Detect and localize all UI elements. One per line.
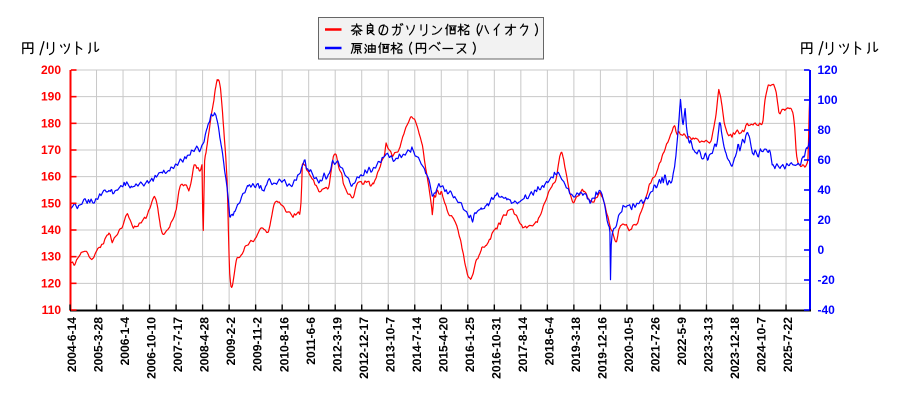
svg-text:60: 60	[818, 153, 832, 167]
svg-text:110: 110	[42, 303, 62, 317]
svg-text:2004-6-14: 2004-6-14	[65, 317, 79, 372]
svg-text:2025-7-22: 2025-7-22	[781, 317, 795, 372]
svg-text:2010-8-16: 2010-8-16	[277, 317, 291, 372]
svg-text:180: 180	[41, 116, 61, 130]
svg-text:2008-4-28: 2008-4-28	[198, 317, 212, 372]
svg-text:140: 140	[41, 223, 61, 237]
svg-text:2019-12-16: 2019-12-16	[596, 317, 610, 379]
svg-text:2016-10-31: 2016-10-31	[489, 317, 503, 379]
svg-text:2022-5-9: 2022-5-9	[675, 317, 689, 366]
svg-text:2018-6-4: 2018-6-4	[542, 317, 556, 366]
svg-text:2016-1-25: 2016-1-25	[463, 317, 477, 372]
svg-text:2020-10-5: 2020-10-5	[622, 317, 636, 372]
svg-text:40: 40	[818, 183, 832, 197]
svg-text:2023-12-18: 2023-12-18	[728, 317, 742, 379]
svg-text:130: 130	[41, 250, 61, 264]
svg-text:2024-10-7: 2024-10-7	[755, 317, 769, 372]
svg-text:-40: -40	[818, 303, 836, 317]
svg-text:2012-3-19: 2012-3-19	[330, 317, 344, 372]
svg-text:100: 100	[818, 93, 838, 107]
svg-text:2012-12-17: 2012-12-17	[357, 317, 371, 379]
svg-text:2013-10-7: 2013-10-7	[383, 317, 397, 372]
svg-text:120: 120	[818, 63, 838, 77]
svg-text:2011-6-6: 2011-6-6	[304, 317, 318, 365]
svg-text:-20: -20	[818, 273, 836, 287]
svg-text:170: 170	[41, 143, 61, 157]
svg-text:2023-3-13: 2023-3-13	[702, 317, 716, 372]
svg-text:120: 120	[41, 276, 61, 290]
svg-text:80: 80	[818, 123, 832, 137]
svg-text:2009-2-2: 2009-2-2	[224, 317, 238, 366]
svg-text:150: 150	[41, 196, 61, 210]
svg-text:2006-10-10: 2006-10-10	[145, 317, 159, 379]
svg-text:2015-4-20: 2015-4-20	[436, 317, 450, 372]
svg-text:2006-1-4: 2006-1-4	[118, 317, 132, 366]
svg-text:200: 200	[41, 63, 61, 77]
svg-text:2007-7-17: 2007-7-17	[171, 317, 185, 372]
svg-text:2005-3-28: 2005-3-28	[92, 317, 106, 372]
svg-text:2014-7-14: 2014-7-14	[410, 317, 424, 372]
svg-text:2017-8-14: 2017-8-14	[516, 317, 530, 372]
svg-text:190: 190	[41, 90, 61, 104]
svg-text:160: 160	[41, 170, 61, 184]
svg-text:20: 20	[818, 213, 832, 227]
svg-text:2009-11-2: 2009-11-2	[251, 317, 265, 372]
svg-text:2019-3-18: 2019-3-18	[569, 317, 583, 372]
svg-text:0: 0	[818, 243, 825, 257]
svg-text:2021-7-26: 2021-7-26	[649, 317, 663, 372]
